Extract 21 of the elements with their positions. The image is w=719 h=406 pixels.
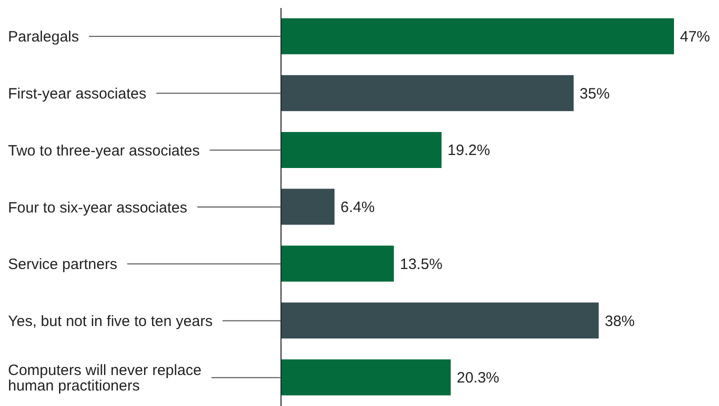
bar [281,75,574,112]
bar [281,302,599,339]
y-tick-label: Two to three-year associates [8,142,200,160]
y-tick-label: Paralegals [8,28,79,46]
data-label: 47% [680,28,710,46]
y-tick-label: Service partners [8,256,118,274]
bar [281,18,674,54]
data-label: 38% [604,312,635,330]
bar [281,246,394,282]
y-tick-label: Computers will never replace human practitioners [8,362,202,395]
data-label: 20.3% [456,370,500,387]
y-tick-label: First-year associates [8,86,146,103]
bar [281,132,442,168]
data-label: 13.5% [400,256,442,273]
bar [281,359,451,396]
y-tick-label: Four to six-year associates [8,199,188,216]
data-label: 6.4% [340,199,375,216]
bar [281,188,335,225]
data-label: 19.2% [448,142,490,160]
data-label: 35% [580,85,610,102]
y-tick-label: Yes, but not in five to ten years [8,312,213,330]
